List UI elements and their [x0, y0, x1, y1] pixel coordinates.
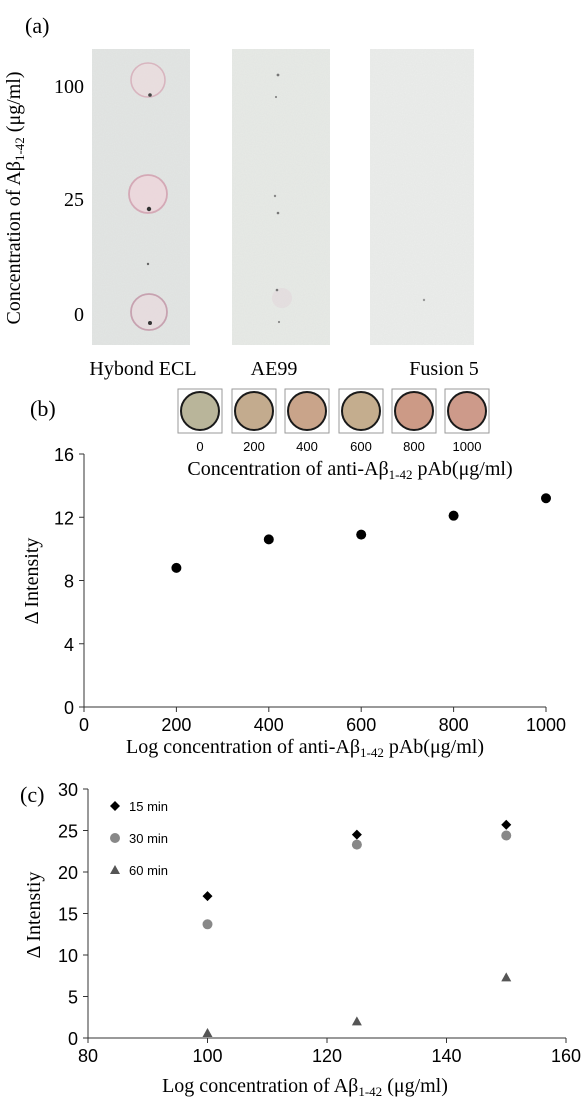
data-point — [351, 829, 362, 840]
x-tick-label: 80 — [78, 1046, 98, 1066]
data-point — [202, 891, 213, 902]
swatch-label: 400 — [296, 439, 318, 454]
data-point — [351, 839, 362, 850]
color-swatches: 0 200 400 600 800 1000 — [177, 388, 490, 454]
y-tick-label: 16 — [54, 445, 74, 465]
y-tick-label: 10 — [58, 946, 78, 966]
panel-a-ylabel: Concentration of Aβ1-42 (μg/ml) — [3, 71, 27, 324]
y-tick-label: 0 — [64, 698, 74, 718]
y-tick-label: 12 — [54, 508, 74, 528]
legend-marker — [110, 833, 120, 843]
chart-c: 80 100 120 140 160 0 5 10 15 20 25 30 15 min 30 min 60… — [58, 780, 581, 1066]
chart-b: 0 200 400 600 800 1000 0 4 8 12 16 — [54, 445, 566, 735]
y-tick-label: 0 — [68, 1029, 78, 1049]
x-tick-label: 1000 — [526, 715, 566, 735]
swatch-dot — [394, 391, 434, 431]
x-tick-label: 120 — [312, 1046, 342, 1066]
data-point — [356, 529, 367, 540]
swatch-dot — [287, 391, 327, 431]
swatch-label: 800 — [403, 439, 425, 454]
data-point — [448, 510, 459, 521]
conc-label-100: 100 — [54, 76, 84, 98]
data-point — [202, 919, 213, 930]
chart-b-ylabel: Δ Intensity — [21, 538, 43, 625]
dot-hybond-25 — [128, 174, 168, 214]
swatch-label: 1000 — [453, 439, 482, 454]
dot-fusion5 — [422, 298, 426, 302]
y-tick-label: 20 — [58, 863, 78, 883]
dot-ae99-0 — [272, 288, 292, 308]
y-tick-label: 5 — [68, 988, 78, 1008]
membrane-label-fusion5: Fusion 5 — [409, 358, 478, 380]
data-point — [501, 972, 512, 982]
x-tick-label: 140 — [431, 1046, 461, 1066]
data-point — [351, 1016, 362, 1026]
dot-ae99-25 — [273, 194, 277, 198]
panel-a-label: (a) — [25, 13, 49, 38]
x-tick-label: 200 — [161, 715, 191, 735]
x-tick-label: 600 — [346, 715, 376, 735]
swatch-label: 600 — [350, 439, 372, 454]
swatch-label: 200 — [243, 439, 265, 454]
data-point — [202, 1028, 213, 1038]
dot-hybond-0 — [130, 293, 168, 331]
y-tick-label: 25 — [58, 822, 78, 842]
data-point — [263, 534, 274, 545]
swatch-label: 0 — [196, 439, 203, 454]
chart-b-xlabel: Log concentration of anti-Aβ1-42 pAb(μg/… — [126, 736, 484, 760]
x-tick-label: 0 — [79, 715, 89, 735]
legend-label: 15 min — [129, 799, 168, 814]
swatch-dot — [180, 391, 220, 431]
legend-label: 60 min — [129, 863, 168, 878]
swatch-dot — [234, 391, 274, 431]
data-point — [541, 493, 551, 504]
y-tick-label: 4 — [64, 635, 74, 655]
x-tick-label: 100 — [192, 1046, 222, 1066]
x-tick-label: 800 — [439, 715, 469, 735]
chart-c-ylabel: Δ Intenstiy — [23, 872, 45, 959]
data-point — [171, 562, 182, 573]
conc-label-25: 25 — [64, 189, 84, 211]
data-point — [501, 830, 512, 841]
swatch-dot — [341, 391, 381, 431]
legend-marker — [110, 865, 120, 874]
y-tick-label: 8 — [64, 572, 74, 592]
swatch-dot — [447, 391, 487, 431]
chart-c-xlabel: Log concentration of Aβ1-42 (μg/ml) — [162, 1075, 448, 1099]
dot-hybond-100 — [130, 62, 166, 98]
panel-c-label: (c) — [20, 782, 44, 807]
y-tick-label: 15 — [58, 905, 78, 925]
membrane-label-ae99: AE99 — [251, 358, 298, 380]
legend-label: 30 min — [129, 831, 168, 846]
x-tick-label: 160 — [551, 1046, 581, 1066]
membrane-strips — [92, 49, 474, 345]
data-point — [501, 819, 512, 830]
dot-ae99-100 — [276, 73, 280, 77]
membrane-label-hybond: Hybond ECL — [89, 358, 196, 380]
y-tick-label: 30 — [58, 780, 78, 800]
swatch-caption: Concentration of anti-Aβ1-42 pAb(μg/ml) — [187, 458, 512, 482]
panel-b-label: (b) — [30, 396, 56, 421]
conc-label-0: 0 — [74, 304, 84, 326]
legend-marker — [110, 801, 120, 811]
x-tick-label: 400 — [254, 715, 284, 735]
